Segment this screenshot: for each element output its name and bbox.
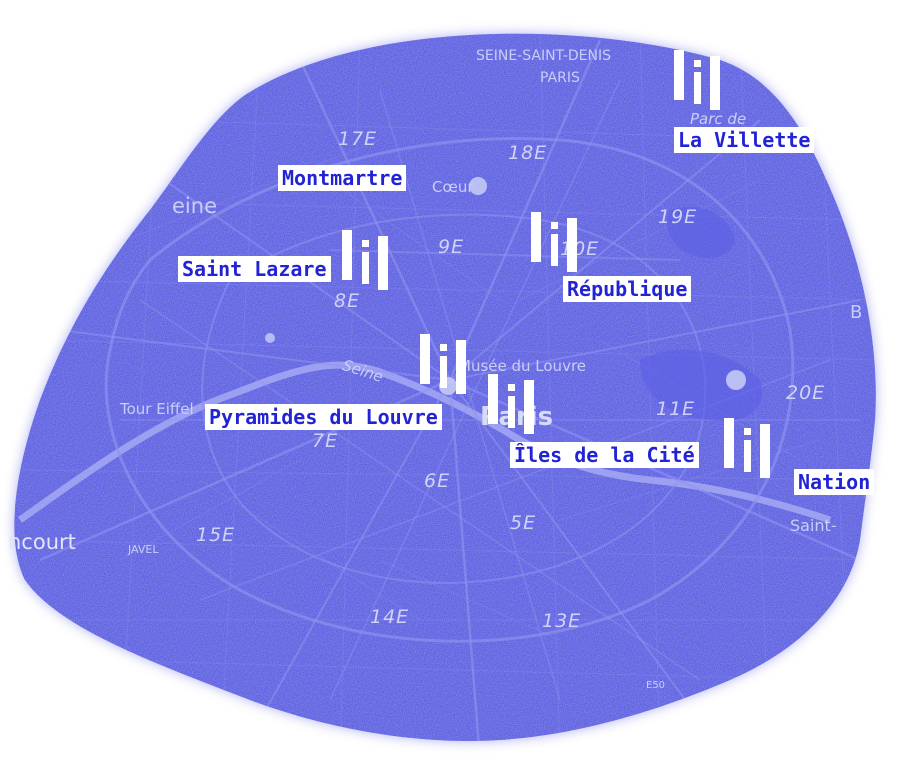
landmark-poi-icon (265, 333, 275, 343)
location-label-montmartre[interactable]: Montmartre (278, 165, 407, 191)
church-poi-icon (469, 177, 487, 195)
info-icon[interactable] (488, 374, 540, 434)
parks (640, 206, 763, 421)
location-label-iles-de-la-cite[interactable]: Îles de la Cité (510, 442, 699, 468)
info-icon[interactable] (420, 334, 472, 394)
location-label-pyramides-du-louvre[interactable]: Pyramides du Louvre (205, 404, 442, 430)
location-label-republique[interactable]: République (563, 276, 692, 302)
info-icon[interactable] (674, 50, 726, 110)
cemetery-poi-icon (726, 370, 746, 390)
info-icon[interactable] (531, 212, 583, 272)
info-icon[interactable] (342, 230, 394, 290)
location-label-la-villette[interactable]: La Villette (674, 127, 815, 153)
location-label-nation[interactable]: Nation (794, 469, 875, 495)
location-label-saint-lazare[interactable]: Saint Lazare (178, 256, 331, 282)
info-icon[interactable] (724, 418, 776, 478)
